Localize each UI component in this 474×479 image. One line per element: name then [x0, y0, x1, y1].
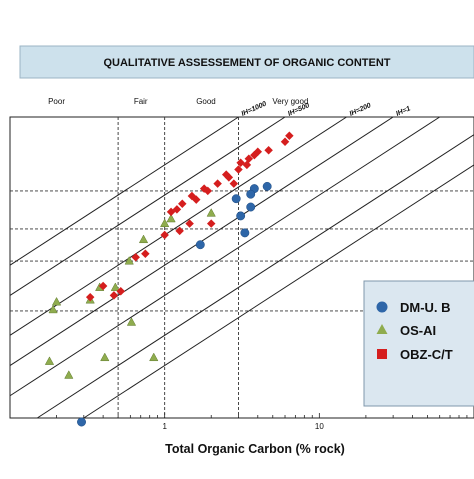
point-obz-c-t [109, 291, 119, 300]
point-dm-u-b [231, 194, 241, 204]
x-tick-label-1: 1 [162, 422, 167, 431]
point-obz-c-t [175, 226, 184, 236]
point-dm-u-b [246, 189, 256, 199]
point-obz-c-t [178, 199, 187, 208]
category-label-good: Good [196, 97, 216, 106]
point-os-ai [206, 208, 216, 217]
point-obz-c-t [213, 179, 222, 188]
point-obz-c-t [285, 131, 294, 141]
point-dm-u-b [246, 202, 256, 212]
point-os-ai [166, 213, 176, 223]
point-obz-c-t [160, 230, 169, 240]
point-dm-u-b [195, 240, 205, 250]
category-label-very-good: Very good [272, 97, 308, 106]
point-os-ai [48, 304, 58, 314]
point-dm-u-b [77, 417, 86, 427]
point-os-ai [138, 234, 149, 244]
x-axis-label: Total Organic Carbon (% rock) [165, 442, 345, 456]
series-obz-c-t [85, 131, 294, 302]
point-obz-c-t [206, 219, 216, 228]
x-tick-label-10: 10 [315, 422, 324, 431]
ih-line-1 [9, 116, 286, 296]
point-os-ai [44, 356, 55, 365]
x-axis-ticks: 1 10 [9, 413, 468, 431]
point-os-ai [149, 352, 159, 362]
ih-line-5 [36, 134, 474, 419]
category-label-fair: Fair [134, 97, 148, 106]
legend: DM-U. B OS-AI OBZ-C/T [363, 280, 474, 407]
title-banner [19, 45, 474, 79]
legend-label-os-ai: OS-AI [400, 323, 436, 338]
point-obz-c-t [280, 137, 290, 146]
ih-line-4 [9, 116, 440, 397]
legend-marker-os-ai [376, 324, 388, 334]
point-os-ai [126, 317, 137, 326]
point-obz-c-t [85, 292, 95, 302]
ih-line-6 [83, 164, 474, 419]
legend-label-obz-c-t: OBZ-C/T [400, 347, 453, 362]
point-dm-u-b [240, 228, 250, 238]
point-obz-c-t [141, 249, 150, 259]
point-obz-c-t [234, 165, 243, 174]
chart-title: QUALITATIVE ASSESSEMENT OF ORGANIC CONTE… [103, 57, 390, 69]
series-os-ai [44, 208, 216, 379]
category-label-poor: Poor [48, 97, 65, 106]
ih-line-0 [9, 116, 239, 266]
data-points [44, 131, 294, 427]
point-obz-c-t [185, 219, 194, 228]
legend-marker-obz-c-t [377, 349, 387, 359]
point-obz-c-t [224, 173, 234, 182]
point-obz-c-t [242, 160, 252, 170]
series-dm-u-b [77, 181, 272, 427]
point-os-ai [124, 256, 134, 265]
category-labels: Poor Fair Good Very good [48, 97, 308, 106]
point-dm-u-b [262, 181, 272, 191]
point-obz-c-t [166, 207, 176, 217]
legend-marker-dm-u-b [376, 301, 388, 313]
point-os-ai [51, 296, 62, 306]
point-obz-c-t [98, 281, 108, 291]
plot-frame [9, 116, 474, 419]
point-obz-c-t [264, 145, 273, 155]
ih-line-2 [9, 116, 347, 336]
point-os-ai [110, 282, 120, 291]
point-obz-c-t [199, 184, 209, 193]
legend-label-dm-u-b: DM-U. B [400, 300, 451, 315]
point-os-ai [160, 218, 170, 228]
point-os-ai [64, 370, 74, 379]
point-obz-c-t [131, 253, 140, 262]
point-obz-c-t [229, 179, 239, 188]
point-dm-u-b [236, 211, 246, 221]
point-obz-c-t [191, 195, 201, 204]
point-os-ai [100, 352, 110, 362]
